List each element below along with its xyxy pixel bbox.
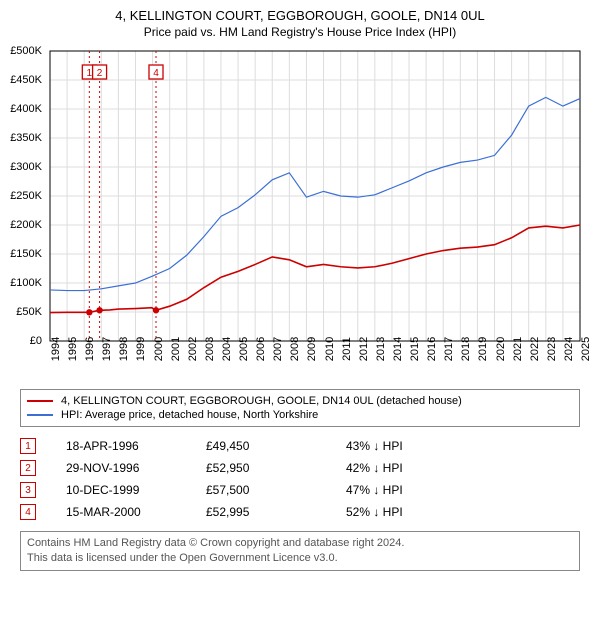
x-tick-label: 2022 [529, 337, 541, 361]
y-tick-label: £400K [10, 103, 42, 115]
title-sub: Price paid vs. HM Land Registry's House … [10, 25, 590, 39]
transaction-hpi: 43% ↓ HPI [346, 439, 466, 453]
transaction-date: 18-APR-1996 [66, 439, 206, 453]
x-tick-label: 2017 [443, 337, 455, 361]
y-tick-label: £450K [10, 74, 42, 86]
legend-swatch-price-paid [27, 400, 53, 402]
transaction-date: 10-DEC-1999 [66, 483, 206, 497]
legend-swatch-hpi [27, 414, 53, 416]
y-tick-label: £350K [10, 132, 42, 144]
legend-row-price-paid: 4, KELLINGTON COURT, EGGBOROUGH, GOOLE, … [27, 394, 573, 408]
x-tick-label: 2013 [375, 337, 387, 361]
transaction-price: £52,950 [206, 461, 346, 475]
x-tick-label: 2016 [426, 337, 438, 361]
transaction-price: £57,500 [206, 483, 346, 497]
transaction-row: 4 15-MAR-2000£52,99552% ↓ HPI [20, 501, 580, 523]
footer: Contains HM Land Registry data © Crown c… [20, 531, 580, 571]
x-tick-label: 2005 [238, 337, 250, 361]
x-tick-label: 2000 [153, 337, 165, 361]
y-tick-label: £500K [10, 45, 42, 57]
x-tick-label: 2020 [495, 337, 507, 361]
y-tick-label: £50K [16, 306, 42, 318]
x-tick-label: 2019 [477, 337, 489, 361]
transaction-hpi: 42% ↓ HPI [346, 461, 466, 475]
title-block: 4, KELLINGTON COURT, EGGBOROUGH, GOOLE, … [10, 8, 590, 39]
transaction-row: 2 29-NOV-1996£52,95042% ↓ HPI [20, 457, 580, 479]
svg-text:4: 4 [153, 68, 159, 79]
svg-text:1: 1 [87, 68, 93, 79]
transaction-row: 1 18-APR-1996£49,45043% ↓ HPI [20, 435, 580, 457]
x-tick-label: 2003 [204, 337, 216, 361]
x-tick-label: 2015 [409, 337, 421, 361]
x-tick-label: 2002 [187, 337, 199, 361]
x-tick-label: 1998 [118, 337, 130, 361]
x-tick-label: 2011 [341, 337, 353, 361]
x-tick-label: 2010 [324, 337, 336, 361]
y-tick-label: £0 [30, 335, 42, 347]
x-tick-label: 1999 [135, 337, 147, 361]
x-tick-label: 2012 [358, 337, 370, 361]
x-tick-label: 2008 [289, 337, 301, 361]
x-tick-label: 2007 [272, 337, 284, 361]
y-tick-label: £200K [10, 219, 42, 231]
x-tick-label: 2009 [306, 337, 318, 361]
transaction-marker-number: 1 [20, 438, 36, 454]
transaction-hpi: 47% ↓ HPI [346, 483, 466, 497]
transaction-price: £49,450 [206, 439, 346, 453]
transaction-marker-number: 4 [20, 504, 36, 520]
transaction-table: 1 18-APR-1996£49,45043% ↓ HPI 2 29-NOV-1996… [20, 435, 580, 523]
title-main: 4, KELLINGTON COURT, EGGBOROUGH, GOOLE, … [10, 8, 590, 23]
footer-line2: This data is licensed under the Open Gov… [27, 551, 573, 566]
transaction-row: 3 10-DEC-1999£57,50047% ↓ HPI [20, 479, 580, 501]
x-tick-label: 1997 [101, 337, 113, 361]
x-tick-label: 2001 [170, 337, 182, 361]
x-tick-label: 2021 [512, 337, 524, 361]
transaction-date: 15-MAR-2000 [66, 505, 206, 519]
legend-row-hpi: HPI: Average price, detached house, Nort… [27, 408, 573, 422]
chart-svg: 12 4 [10, 43, 590, 383]
chart-area: 12 4 £0 £50K £100K £150K £200K £250K £300K £350K… [10, 43, 590, 383]
transaction-date: 29-NOV-1996 [66, 461, 206, 475]
x-tick-label: 1995 [67, 337, 79, 361]
transaction-hpi: 52% ↓ HPI [346, 505, 466, 519]
y-tick-label: £250K [10, 190, 42, 202]
x-tick-label: 1996 [84, 337, 96, 361]
x-tick-label: 2025 [580, 337, 592, 361]
y-tick-label: £100K [10, 277, 42, 289]
legend-label-price-paid: 4, KELLINGTON COURT, EGGBOROUGH, GOOLE, … [61, 395, 462, 407]
y-tick-label: £300K [10, 161, 42, 173]
x-tick-label: 2014 [392, 337, 404, 361]
x-tick-label: 2023 [546, 337, 558, 361]
y-tick-label: £150K [10, 248, 42, 260]
page-container: 4, KELLINGTON COURT, EGGBOROUGH, GOOLE, … [0, 0, 600, 579]
x-tick-label: 1994 [50, 337, 62, 361]
transaction-price: £52,995 [206, 505, 346, 519]
x-tick-label: 2006 [255, 337, 267, 361]
svg-text:2: 2 [97, 68, 103, 79]
transaction-marker-number: 2 [20, 460, 36, 476]
legend: 4, KELLINGTON COURT, EGGBOROUGH, GOOLE, … [20, 389, 580, 427]
x-tick-label: 2004 [221, 337, 233, 361]
x-tick-label: 2018 [460, 337, 472, 361]
x-tick-label: 2024 [563, 337, 575, 361]
transaction-marker-number: 3 [20, 482, 36, 498]
legend-label-hpi: HPI: Average price, detached house, Nort… [61, 409, 318, 421]
footer-line1: Contains HM Land Registry data © Crown c… [27, 536, 573, 551]
